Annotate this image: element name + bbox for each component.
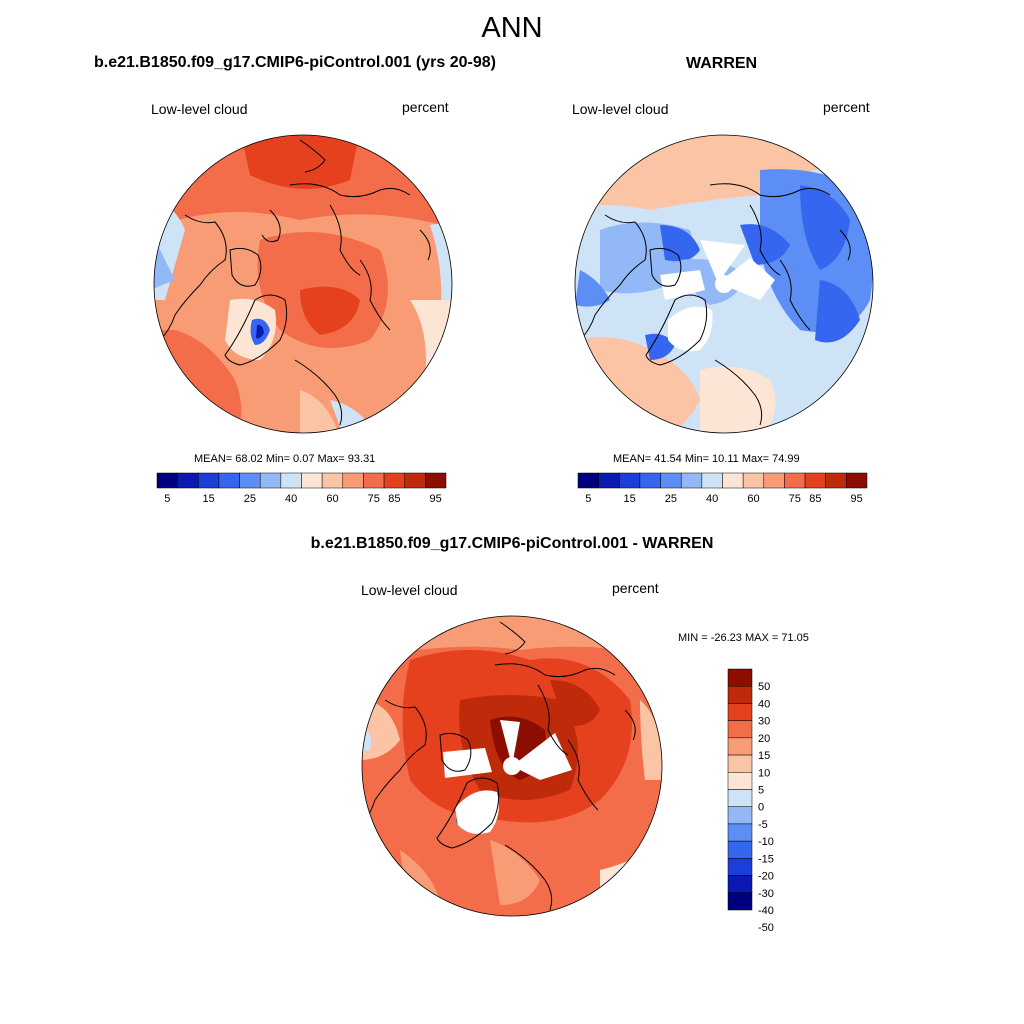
obs-stats: MEAN= 41.54 Min= 10.11 Max= 74.99: [613, 453, 800, 465]
model-panel-title: b.e21.B1850.f09_g17.CMIP6-piControl.001 …: [94, 54, 496, 71]
model-colorbar-tick-label: 75: [368, 493, 380, 505]
model-colorbar-swatch: [425, 472, 447, 489]
diff-colorbar-swatch: [727, 685, 753, 704]
diff-colorbar-tick-label: -15: [758, 853, 774, 865]
obs-colorbar-swatch: [639, 472, 661, 489]
diff-colorbar-swatch: [727, 789, 753, 807]
obs-units-label: percent: [823, 99, 870, 115]
obs-colorbar-tick-label: 85: [809, 493, 821, 505]
model-colorbar-swatch: [218, 472, 240, 489]
obs-colorbar-swatch: [598, 472, 620, 489]
model-stats: MEAN= 68.02 Min= 0.07 Max= 93.31: [194, 453, 376, 465]
diff-colorbar-swatch: [727, 875, 753, 894]
diff-colorbar-tick-label: -5: [758, 819, 768, 831]
diff-units-label: percent: [612, 580, 659, 596]
obs-colorbar-tick-label: 95: [851, 493, 863, 505]
diff-colorbar-tick-label: -30: [758, 888, 774, 900]
model-colorbar-swatch: [280, 472, 302, 489]
obs-polar-map: [575, 135, 873, 433]
obs-colorbar: 5 15 25 40 60 75 85 95: [577, 472, 868, 505]
model-colorbar-tick-label: 40: [285, 493, 297, 505]
model-colorbar-swatch: [198, 472, 220, 489]
model-colorbar-swatch: [363, 472, 385, 489]
diff-colorbar-swatch: [727, 737, 753, 756]
diff-colorbar-tick-label: 20: [758, 733, 770, 745]
diff-colorbar-swatch: [727, 840, 753, 859]
diff-colorbar-swatch: [727, 806, 753, 825]
obs-variable-label: Low-level cloud: [572, 101, 669, 117]
model-colorbar-swatch: [259, 472, 282, 489]
figure-title: ANN: [481, 12, 543, 44]
diff-colorbar-tick-label: -40: [758, 905, 774, 917]
diff-polar-map: [362, 616, 662, 916]
model-colorbar-tick-label: 5: [164, 493, 170, 505]
model-map-border: [153, 134, 453, 434]
diff-panel-title: b.e21.B1850.f09_g17.CMIP6-piControl.001 …: [310, 535, 714, 552]
obs-colorbar-tick-label: 75: [789, 493, 801, 505]
model-units-label: percent: [402, 99, 449, 115]
obs-colorbar-swatch: [825, 472, 847, 489]
diff-colorbar-tick-label: 15: [758, 750, 770, 762]
diff-colorbar-swatch: [727, 720, 753, 739]
obs-panel-title: WARREN: [686, 55, 758, 72]
model-colorbar-tick-label: 85: [388, 493, 400, 505]
diff-variable-label: Low-level cloud: [361, 582, 458, 598]
diff-colorbar-tick-label: 40: [758, 698, 770, 710]
obs-colorbar-tick-label: 5: [585, 493, 591, 505]
model-colorbar-tick-label: 60: [326, 493, 338, 505]
diff-colorbar-tick-label: 30: [758, 716, 770, 728]
obs-colorbar-swatch: [660, 472, 682, 489]
model-colorbar-swatch: [342, 472, 364, 489]
model-colorbar-tick-label: 95: [430, 493, 442, 505]
obs-colorbar-swatch: [804, 472, 826, 489]
model-colorbar-swatch: [239, 472, 261, 489]
obs-colorbar-swatch: [784, 472, 806, 489]
diff-colorbar-swatch: [727, 892, 753, 911]
model-colorbar-swatch: [156, 472, 178, 489]
obs-colorbar-tick-label: 25: [665, 493, 677, 505]
model-colorbar: 5 15 25 40 60 75 85 95: [156, 472, 447, 505]
diff-colorbar-tick-label: 50: [758, 681, 770, 693]
obs-colorbar-swatch: [701, 472, 723, 489]
obs-colorbar-tick-label: 40: [706, 493, 718, 505]
diff-colorbar-tick-label: -20: [758, 871, 774, 883]
obs-colorbar-tick-label: 60: [747, 493, 759, 505]
obs-map-border: [574, 134, 874, 434]
diff-colorbar-swatch: [727, 703, 753, 721]
diff-colorbar-swatch: [727, 668, 753, 687]
obs-colorbar-swatch: [619, 472, 641, 489]
diff-colorbar-tick-label: 0: [758, 802, 764, 814]
model-colorbar-swatch: [177, 472, 199, 489]
model-colorbar-tick-label: 25: [244, 493, 256, 505]
obs-colorbar-swatch: [680, 472, 703, 489]
model-colorbar-tick-label: 15: [202, 493, 214, 505]
diff-colorbar-swatch: [727, 754, 753, 773]
diff-colorbar-tick-label: -10: [758, 836, 774, 848]
model-polar-map: [154, 135, 452, 433]
diff-colorbar-tick-label: 10: [758, 767, 770, 779]
diff-colorbar-swatch: [727, 823, 753, 842]
diff-stats: MIN = -26.23 MAX = 71.05: [678, 632, 809, 644]
model-colorbar-swatch: [404, 472, 426, 489]
model-colorbar-swatch: [383, 472, 405, 489]
model-variable-label: Low-level cloud: [151, 101, 248, 117]
diff-map-border: [361, 615, 663, 917]
obs-colorbar-swatch: [763, 472, 785, 489]
diff-colorbar-swatch: [727, 858, 753, 876]
model-colorbar-swatch: [301, 472, 323, 489]
model-colorbar-swatch: [321, 472, 344, 489]
obs-colorbar-tick-label: 15: [623, 493, 635, 505]
diff-colorbar-swatch: [727, 772, 753, 790]
diff-colorbar-tick-label: 5: [758, 785, 764, 797]
obs-colorbar-swatch: [742, 472, 765, 489]
obs-colorbar-swatch: [577, 472, 599, 489]
diff-colorbar-tick-label: -50: [758, 922, 774, 934]
obs-colorbar-swatch: [722, 472, 744, 489]
obs-colorbar-swatch: [846, 472, 868, 489]
